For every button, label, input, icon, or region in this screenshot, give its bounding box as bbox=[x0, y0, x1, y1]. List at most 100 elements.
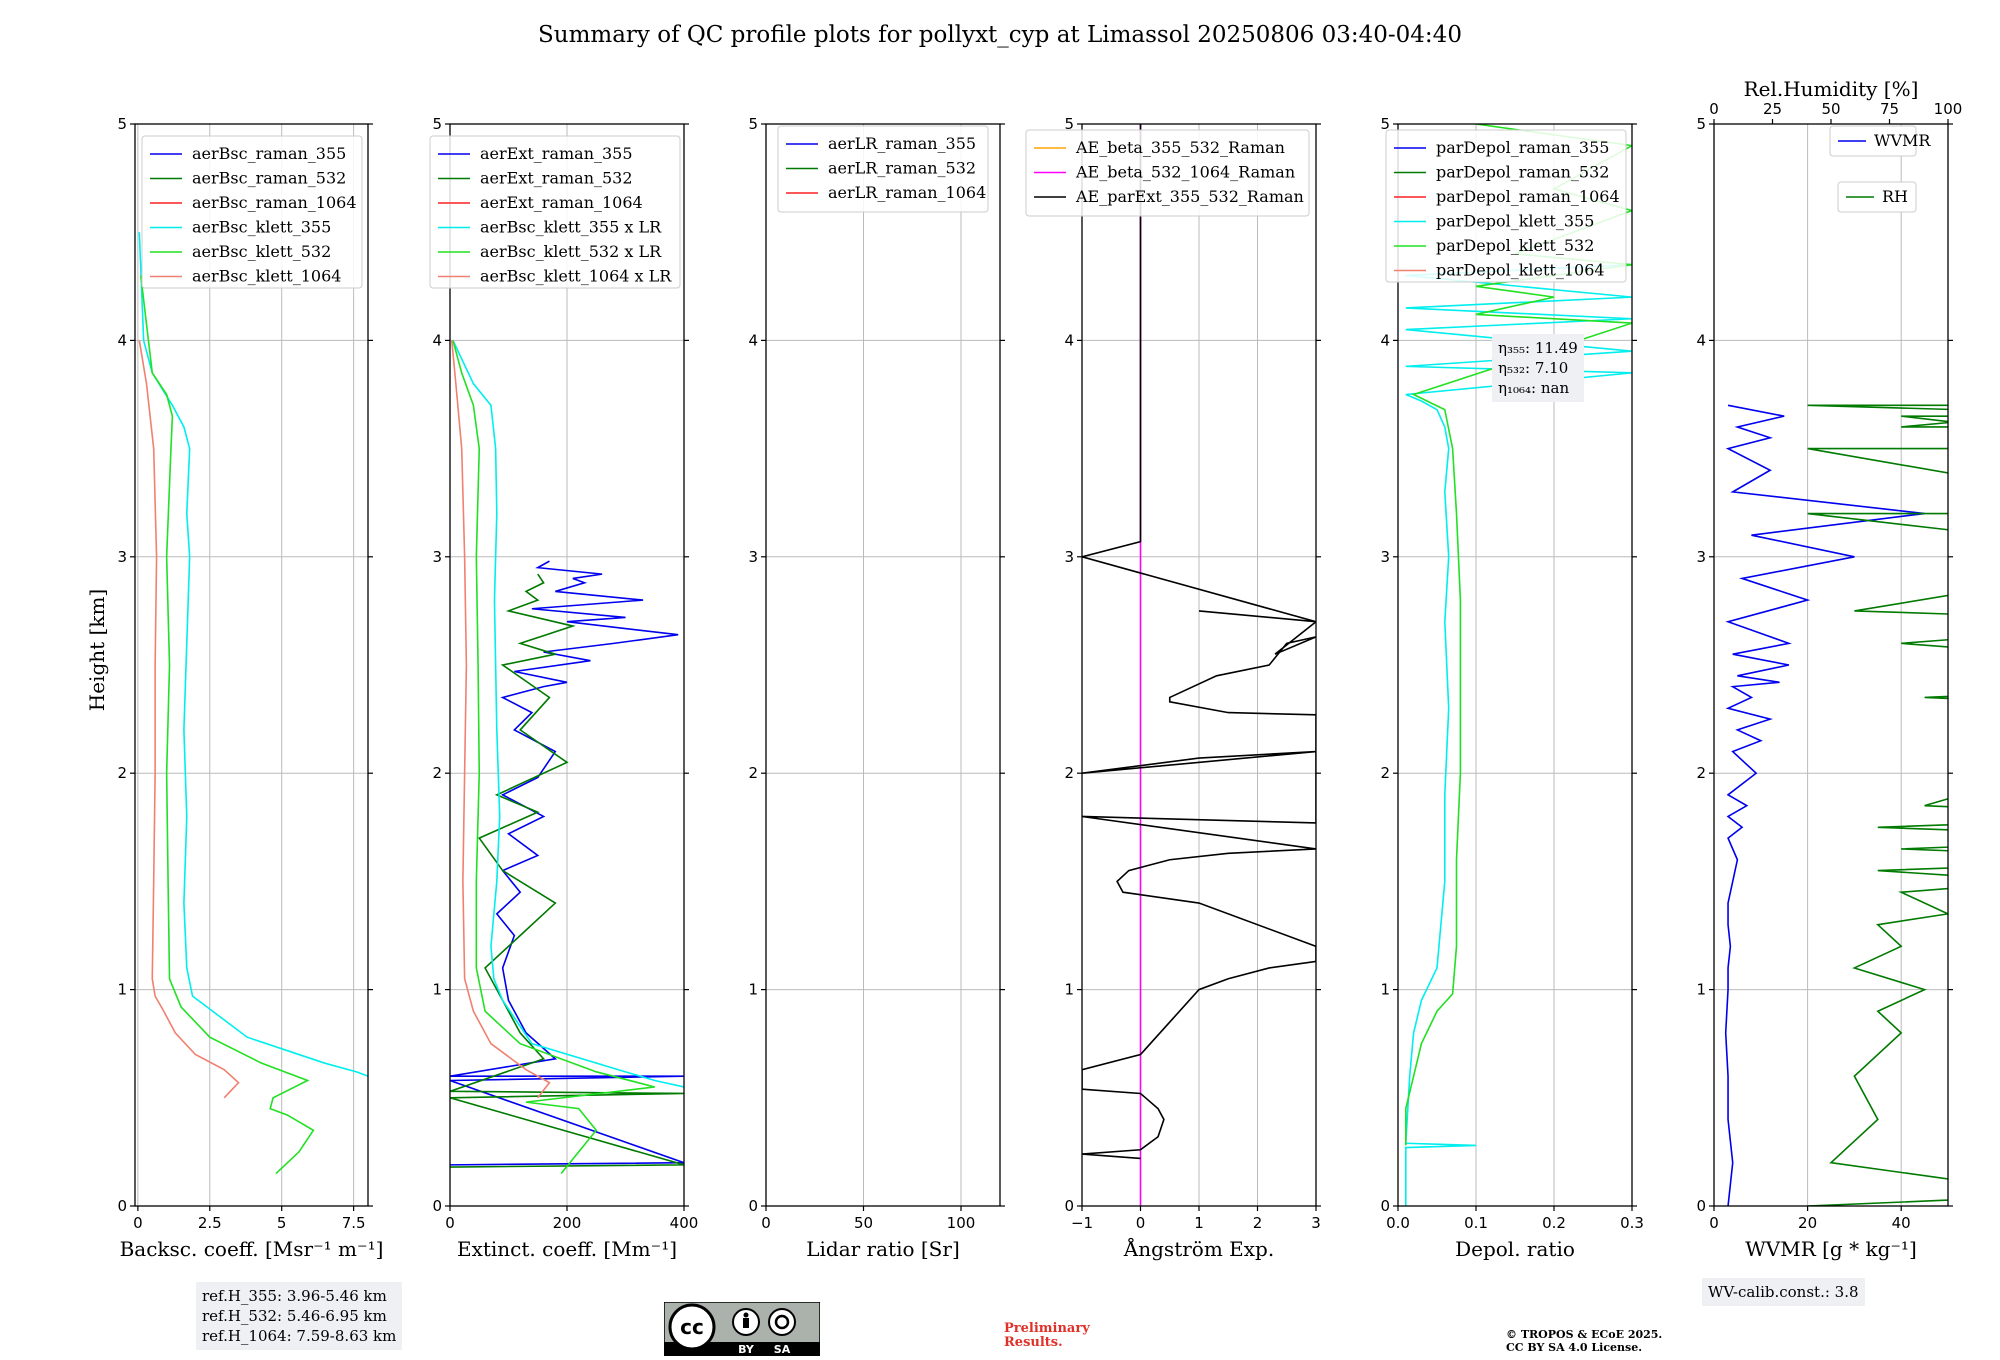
y-tick-label: 2 bbox=[432, 764, 442, 782]
legend-label: aerBsc_klett_1064 x LR bbox=[480, 267, 672, 286]
x-tick-label: 0 bbox=[1709, 1214, 1719, 1232]
copyright-line1: © TROPOS & ECoE 2025. bbox=[1506, 1328, 1663, 1341]
x2-tick-label: 75 bbox=[1880, 100, 1899, 118]
copyright-note: © TROPOS & ECoE 2025. CC BY SA 4.0 Licen… bbox=[1506, 1328, 1662, 1354]
y-tick-label: 2 bbox=[1696, 764, 1706, 782]
x2-tick-label: 50 bbox=[1821, 100, 1840, 118]
legend-label: parDepol_raman_532 bbox=[1436, 163, 1609, 182]
plot-frame bbox=[1397, 123, 1633, 1207]
x-tick-label: 0.1 bbox=[1464, 1214, 1488, 1232]
x-axis-label: Ångström Exp. bbox=[1123, 1236, 1274, 1261]
legend-box bbox=[1837, 181, 1917, 213]
legend-label: aerLR_raman_355 bbox=[828, 134, 976, 153]
cc-icon bbox=[668, 1303, 716, 1351]
legend-label: aerBsc_klett_1064 bbox=[192, 267, 341, 286]
y-tick-label: 4 bbox=[1380, 331, 1390, 349]
x-tick-label: 0 bbox=[761, 1214, 771, 1232]
y-tick-label: 2 bbox=[1380, 764, 1390, 782]
y-tick-label: 3 bbox=[432, 548, 442, 566]
legend-label: aerBsc_raman_355 bbox=[192, 144, 346, 163]
x-tick-label: 40 bbox=[1892, 1214, 1911, 1232]
y-tick-label: 0 bbox=[1380, 1197, 1390, 1215]
x-tick-label: 5 bbox=[277, 1214, 287, 1232]
x-tick-label: 7.5 bbox=[342, 1214, 366, 1232]
legend-box bbox=[1385, 129, 1627, 283]
y-tick-label: 3 bbox=[748, 548, 758, 566]
series-line-aerBsc_klett_355 bbox=[138, 232, 368, 1077]
y-tick-label: 3 bbox=[1380, 548, 1390, 566]
legend-label: parDepol_raman_1064 bbox=[1436, 187, 1620, 206]
y-tick-label: 3 bbox=[1064, 548, 1074, 566]
y-tick-label: 2 bbox=[1064, 764, 1074, 782]
series-line-aerExt_raman_355 bbox=[450, 560, 684, 1166]
x2-tick-label: 0 bbox=[1709, 100, 1719, 118]
legend-label: aerLR_raman_1064 bbox=[828, 183, 986, 202]
series-line-RH bbox=[1807, 404, 1948, 1206]
x-axis-label: Backsc. coeff. [Msr⁻¹ m⁻¹] bbox=[120, 1237, 384, 1261]
panel-2: 0 200 400 0 1 2 3 4 5 Extinct. coeff. [Mm⁻¹] aerEx… bbox=[429, 115, 698, 1261]
x2-tick-label: 25 bbox=[1763, 100, 1782, 118]
legend-box bbox=[141, 135, 363, 289]
legend-label: aerExt_raman_355 bbox=[480, 144, 633, 163]
eta-532: η₅₃₂: 7.10 bbox=[1498, 359, 1569, 377]
series-line-aerBsc_klett_1064 x LR bbox=[450, 340, 551, 1099]
legend-label: AE_beta_532_1064_Raman bbox=[1075, 163, 1295, 182]
legend-label: aerBsc_klett_532 x LR bbox=[480, 242, 662, 261]
x2-axis-label: Rel.Humidity [%] bbox=[1744, 77, 1919, 101]
x-tick-label: 2 bbox=[1253, 1214, 1263, 1232]
x-tick-label: 3 bbox=[1311, 1214, 1321, 1232]
legend-label: WVMR bbox=[1874, 131, 1931, 150]
x-axis-label: Depol. ratio bbox=[1455, 1237, 1575, 1261]
y-tick-label: 4 bbox=[1064, 331, 1074, 349]
y-tick-label: 1 bbox=[432, 981, 442, 999]
y-tick-label: 2 bbox=[117, 764, 127, 782]
panel-5: 0.0 0.1 0.2 0.3 0 1 2 3 4 5 Depol. ratio parDepol_r… bbox=[1380, 115, 1643, 1261]
series-line-WVMR bbox=[1724, 404, 1925, 1206]
y-tick-label: 1 bbox=[117, 981, 127, 999]
cc-by-sa-badge: cc BY SA bbox=[664, 1302, 820, 1356]
y-tick-label: 4 bbox=[117, 331, 127, 349]
plot-frame bbox=[765, 123, 1001, 1207]
x-axis-label: Extinct. coeff. [Mm⁻¹] bbox=[457, 1237, 677, 1261]
legend-label: parDepol_klett_532 bbox=[1436, 236, 1594, 255]
x-tick-label: 200 bbox=[553, 1214, 582, 1232]
series-line-AE_parExt_355_532_Raman bbox=[1082, 124, 1316, 1160]
legend-label: AE_parExt_355_532_Raman bbox=[1075, 187, 1304, 206]
y-tick-label: 5 bbox=[1696, 115, 1706, 133]
x-tick-label: −1 bbox=[1071, 1214, 1093, 1232]
x-tick-label: 0.2 bbox=[1542, 1214, 1566, 1232]
series-line-aerBsc_klett_355 x LR bbox=[452, 340, 684, 1088]
x2-tick-label: 100 bbox=[1934, 100, 1963, 118]
eta-355: η₃₅₅: 11.49 bbox=[1498, 339, 1578, 357]
x-tick-label: 1 bbox=[1194, 1214, 1204, 1232]
legend-label: aerExt_raman_1064 bbox=[480, 193, 643, 212]
x-tick-label: 0 bbox=[445, 1214, 455, 1232]
series-line-aerBsc_klett_532 bbox=[139, 275, 315, 1175]
sa-icon bbox=[768, 1308, 796, 1336]
eta-box: η₃₅₅: 11.49 η₅₃₂: 7.10 η₁₀₆₄: nan bbox=[1492, 334, 1584, 402]
legend-label: aerBsc_klett_355 x LR bbox=[480, 218, 662, 237]
legend-label: RH bbox=[1882, 187, 1908, 206]
y-tick-label: 0 bbox=[117, 1197, 127, 1215]
panel-6: 0 20 40 0 1 2 3 4 5 WVMR [g * kg⁻¹] 0 25 50 75 100 Rel.… bbox=[1696, 77, 1963, 1261]
y-tick-label: 3 bbox=[1696, 548, 1706, 566]
x-tick-label: 0 bbox=[133, 1214, 143, 1232]
y-tick-label: 5 bbox=[748, 115, 758, 133]
y-tick-label: 4 bbox=[432, 331, 442, 349]
y-tick-label: 0 bbox=[748, 1197, 758, 1215]
refh-355: ref.H_355: 3.96-5.46 km bbox=[202, 1287, 387, 1305]
plot-frame bbox=[1713, 123, 1949, 1207]
legend-label: aerBsc_raman_1064 bbox=[192, 193, 357, 212]
preliminary-note: Preliminary Results. bbox=[1004, 1322, 1090, 1350]
plot-frame bbox=[134, 123, 369, 1207]
legend-label: parDepol_klett_355 bbox=[1436, 212, 1594, 231]
legend-label: AE_beta_355_532_Raman bbox=[1075, 138, 1285, 157]
legend-box bbox=[777, 125, 989, 213]
figure-title: Summary of QC profile plots for pollyxt_… bbox=[538, 22, 1462, 48]
refh-1064: ref.H_1064: 7.59-8.63 km bbox=[202, 1327, 397, 1345]
legend-label: aerBsc_klett_355 bbox=[192, 218, 331, 237]
legend-label: aerLR_raman_532 bbox=[828, 159, 976, 178]
panel-1: 0 2.5 5 7.5 0 1 2 3 4 5 Backsc. coeff. [Msr⁻¹ m⁻¹]… bbox=[117, 115, 383, 1261]
x-tick-label: 20 bbox=[1798, 1214, 1817, 1232]
legend-label: aerExt_raman_532 bbox=[480, 169, 633, 188]
